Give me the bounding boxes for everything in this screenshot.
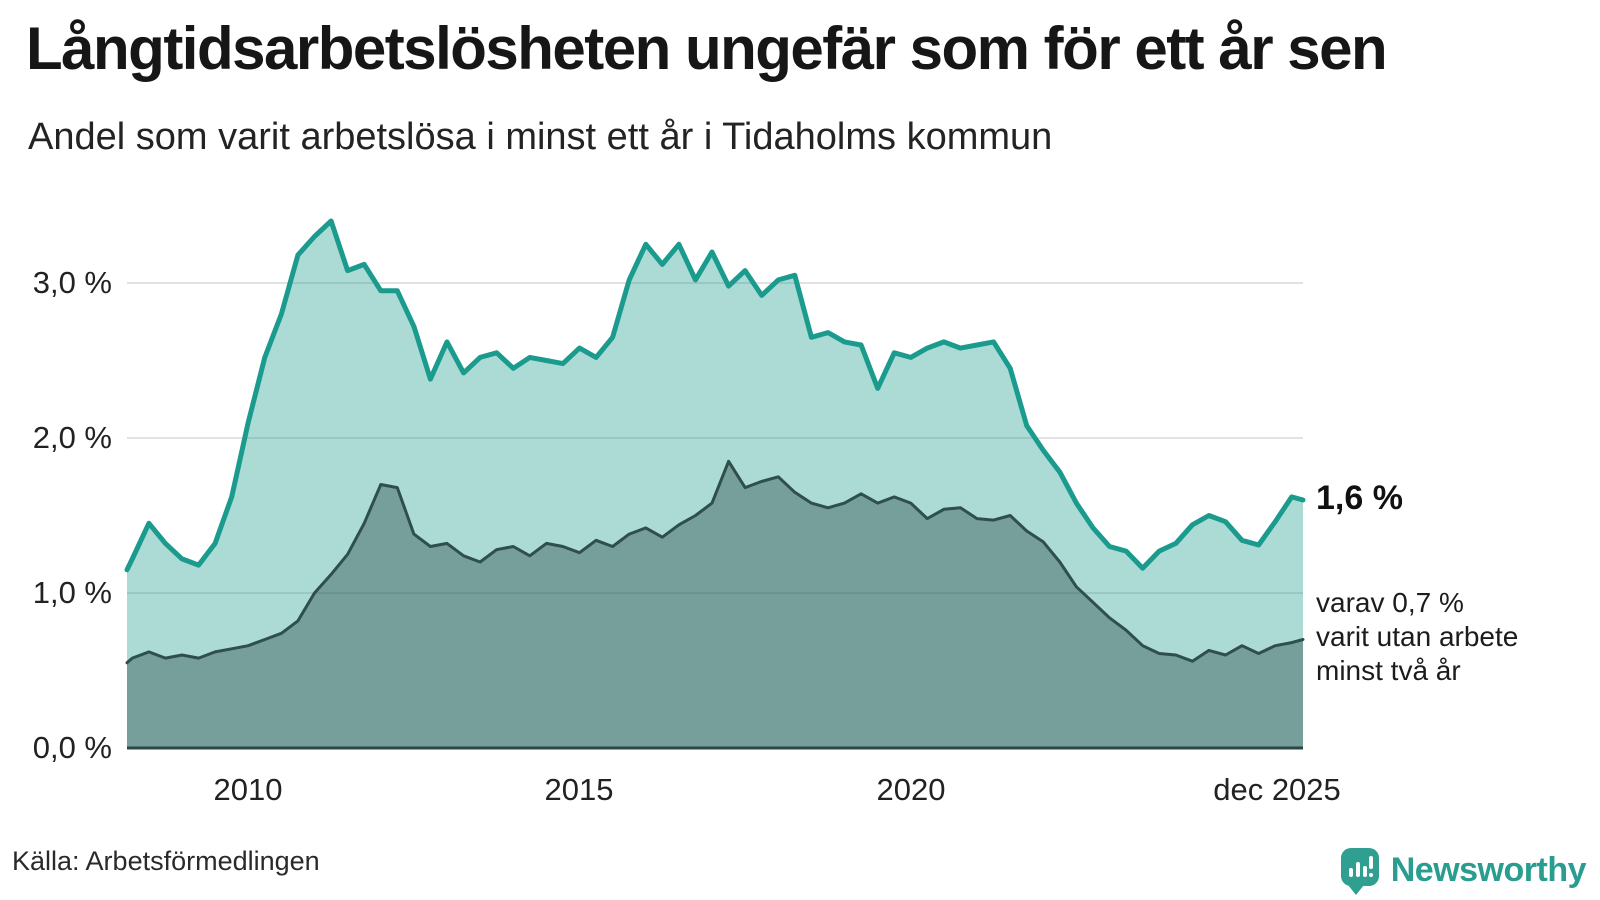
y-tick-3: 3,0 % — [32, 265, 112, 300]
page-title: Långtidsarbetslösheten ungefär som för e… — [26, 15, 1388, 82]
line-two-years — [125, 459, 1305, 665]
logo-bar-icon — [1362, 866, 1367, 877]
logo-bar-icon — [1355, 862, 1360, 877]
secondary-note-line1: varav 0,7 % — [1316, 587, 1464, 618]
x-tick-2020: 2020 — [876, 772, 946, 807]
secondary-note-line3: minst två år — [1316, 655, 1461, 686]
y-tick-1: 1,0 % — [32, 575, 112, 610]
newsworthy-speech-bubble-icon — [1340, 848, 1379, 895]
y-tick-0: 0,0 % — [32, 730, 112, 765]
newsworthy-logo[interactable]: Newsworthy — [1340, 844, 1587, 896]
newsworthy-logo-text: Newsworthy — [1390, 850, 1587, 889]
line-one-year — [124, 218, 1306, 573]
source-credit: Källa: Arbetsförmedlingen — [12, 846, 320, 876]
logo-bar-icon — [1348, 868, 1353, 877]
y-tick-2: 2,0 % — [32, 420, 112, 455]
x-tick-2010: 2010 — [213, 772, 283, 807]
end-value-label: 1,6 % — [1316, 479, 1403, 517]
x-tick-2015: 2015 — [544, 772, 614, 807]
logo-exclamation-dot-icon — [1368, 873, 1373, 877]
area-two-years — [127, 461, 1303, 748]
logo-exclamation-icon — [1368, 856, 1373, 869]
page-subtitle: Andel som varit arbetslösa i minst ett å… — [28, 116, 1053, 158]
secondary-note: varav 0,7 % varit utan arbete minst två … — [1316, 586, 1518, 688]
x-tick-dec-2025: dec 2025 — [1213, 772, 1341, 807]
secondary-note-line2: varit utan arbete — [1316, 621, 1519, 652]
